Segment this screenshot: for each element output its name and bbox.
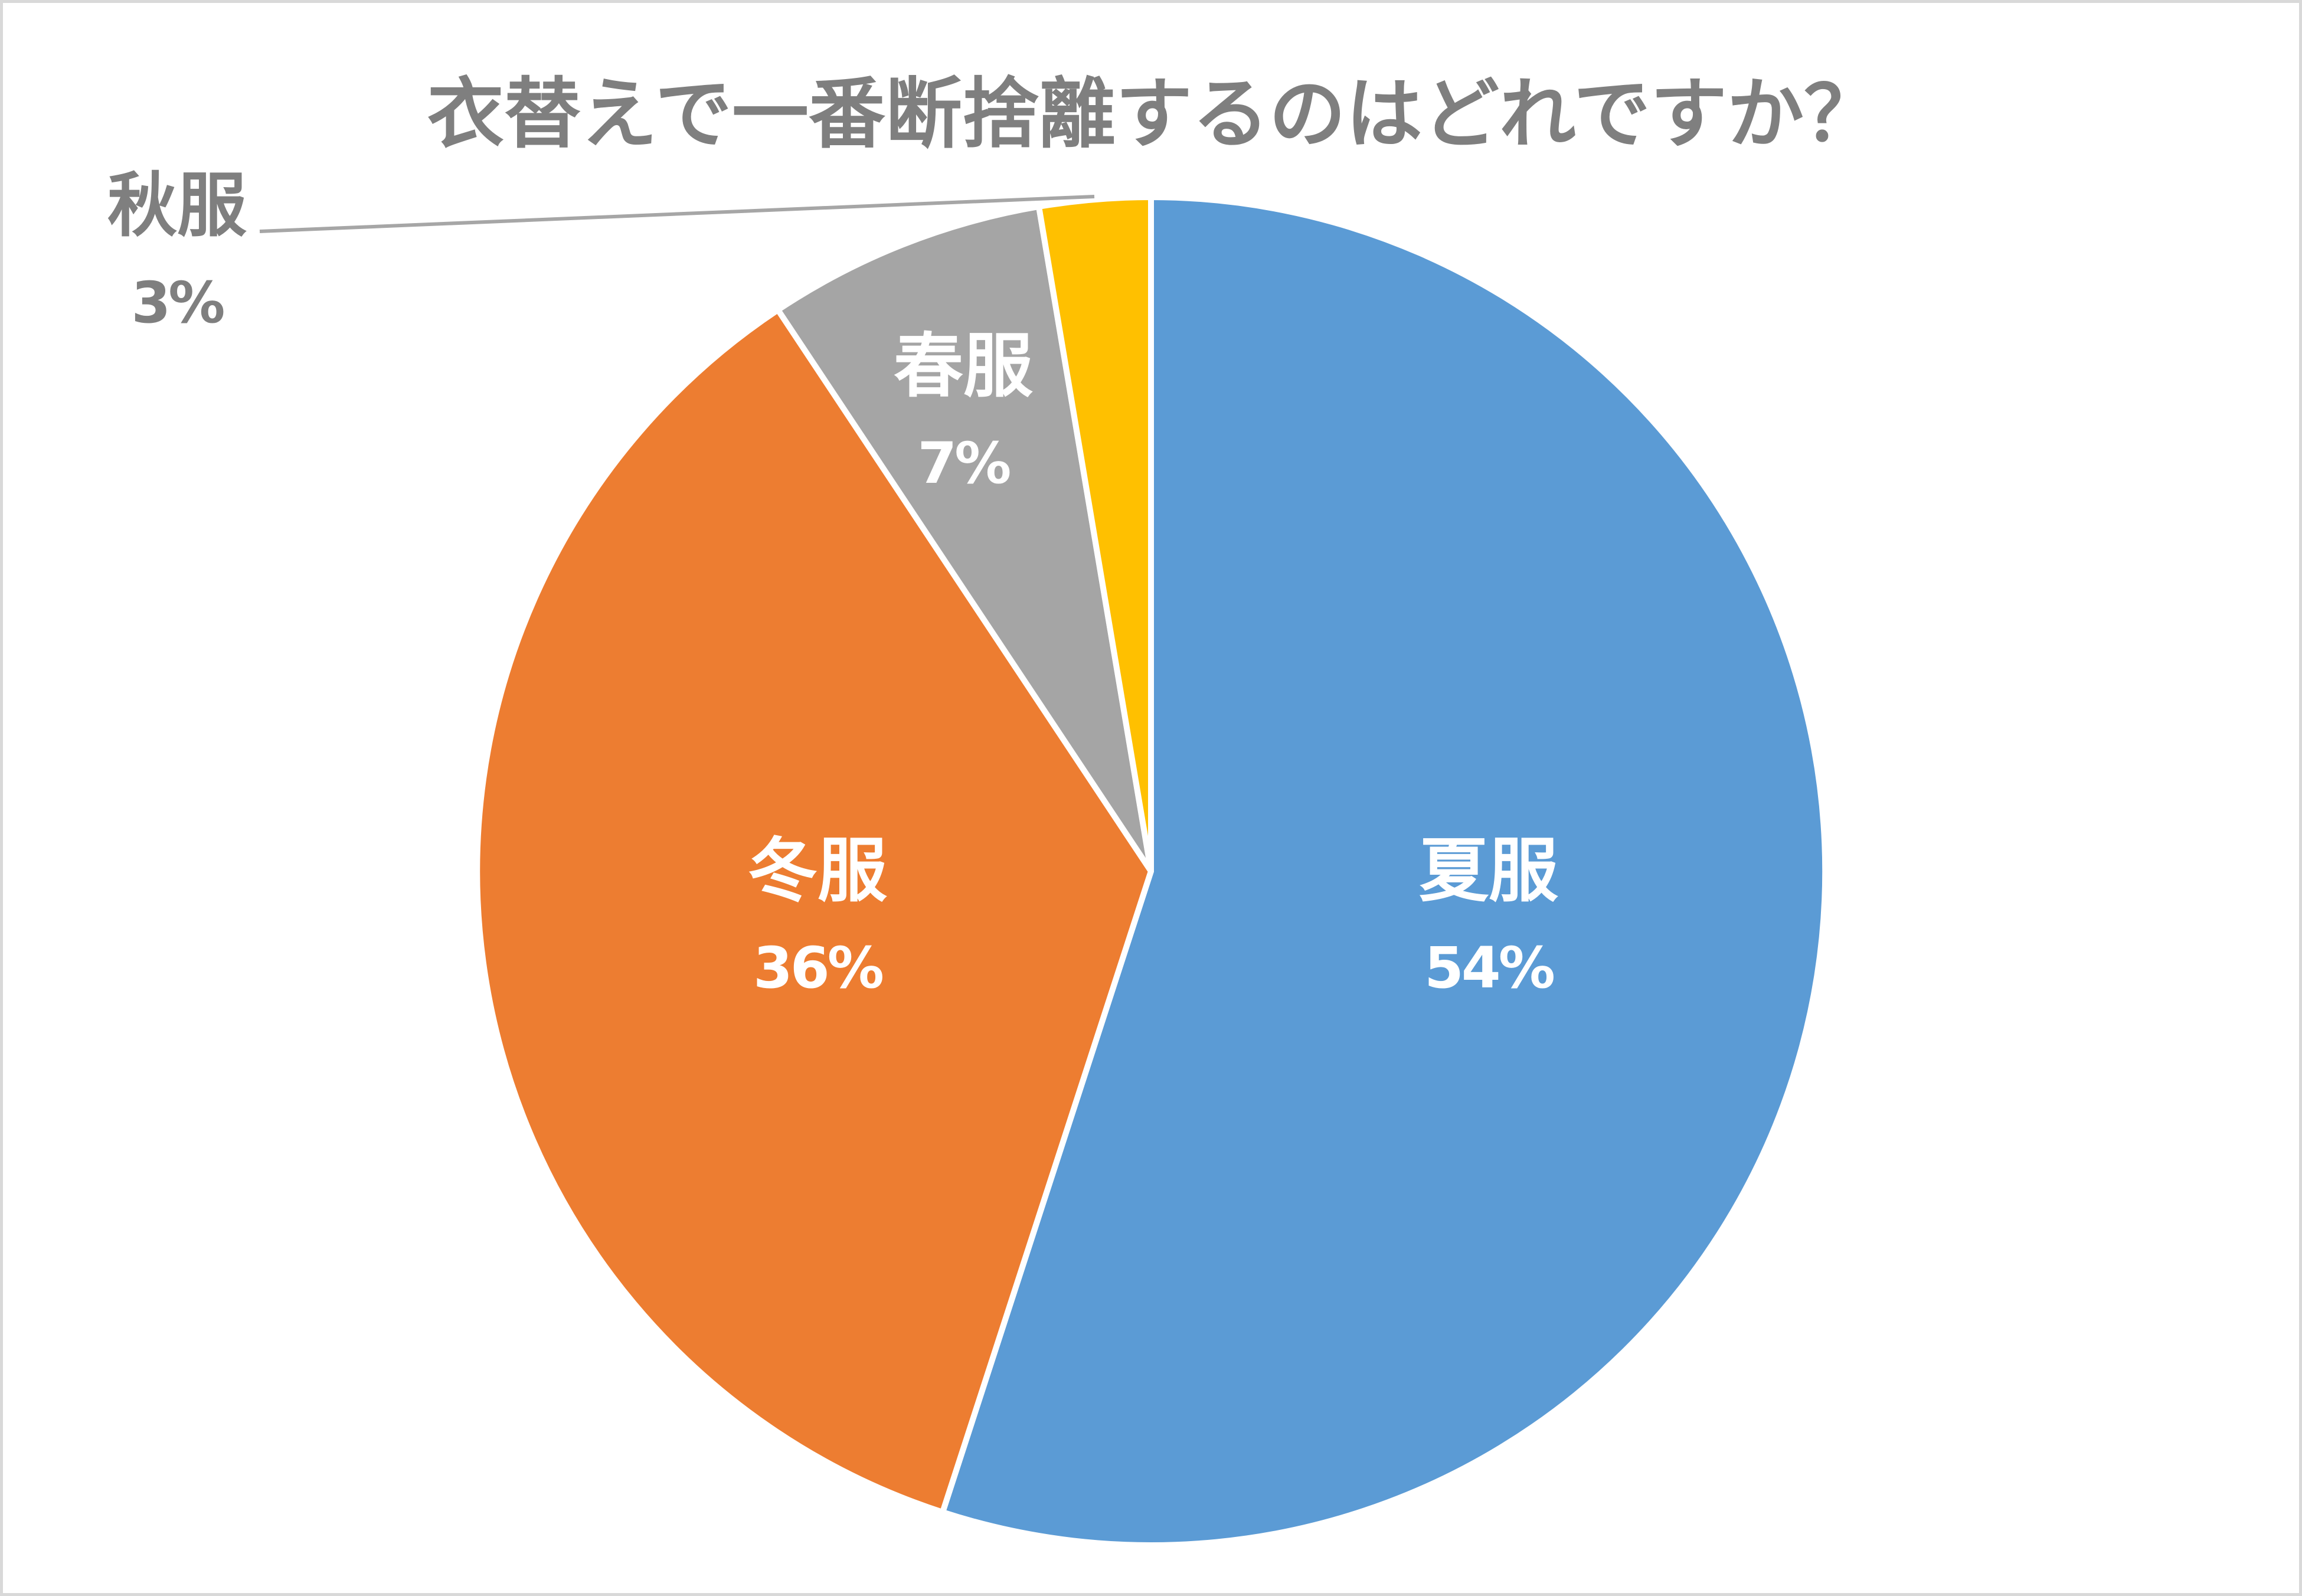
- data-label-summer-name: 夏服: [1418, 830, 1559, 911]
- data-label-spring: 春服 7%: [894, 325, 1033, 496]
- chart-title-text: 衣替えで一番断捨離するのはどれですか？: [427, 69, 1881, 159]
- data-label-spring-value: 7%: [917, 430, 1012, 496]
- data-label-winter-name: 冬服: [747, 830, 888, 911]
- data-label-summer-value: 54%: [1424, 935, 1555, 1001]
- data-label-winter-value: 36%: [753, 935, 884, 1001]
- pie-slice-autumn[interactable]: [1036, 194, 1154, 874]
- data-label-spring-name: 春服: [893, 325, 1034, 407]
- data-label-autumn-value: 3%: [131, 270, 225, 336]
- data-label-autumn-name: 秋服: [107, 165, 247, 246]
- chart-title: 衣替えで一番断捨離するのはどれですか？: [0, 70, 2302, 158]
- data-label-summer: 夏服 54%: [1419, 829, 1558, 1000]
- pie-slice-spring[interactable]: [775, 204, 1154, 874]
- pie-slice-winter[interactable]: [474, 307, 1154, 1515]
- data-label-winter: 冬服 36%: [748, 829, 887, 1000]
- leader-line-autumn: [259, 195, 1095, 233]
- pie-slice-summer[interactable]: [940, 194, 1829, 1548]
- data-label-autumn: 秋服 3%: [107, 164, 247, 335]
